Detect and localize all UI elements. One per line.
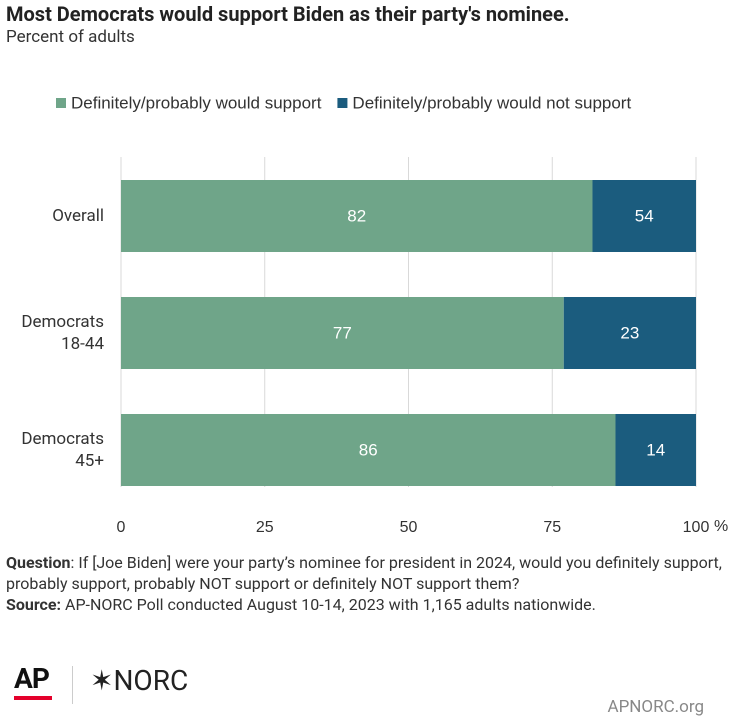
value-label: 82 <box>347 206 366 225</box>
value-label: 54 <box>635 206 654 225</box>
value-label: 77 <box>333 323 352 342</box>
legend-swatch <box>337 98 348 108</box>
bar-segment <box>592 180 696 252</box>
bar-segment <box>121 414 616 486</box>
value-label: 23 <box>620 323 639 342</box>
x-tick-label: 25 <box>256 519 274 536</box>
legend-label: Definitely/probably would not support <box>352 93 631 112</box>
x-tick-label: 0 <box>117 519 126 536</box>
bar-segment <box>563 297 696 369</box>
question: Question: If [Joe Biden] were your party… <box>6 552 726 594</box>
source-label: Source: <box>6 595 62 614</box>
value-label: 14 <box>646 440 665 459</box>
chart: Definitely/probably would support Definit… <box>56 93 728 536</box>
category-label: Democrats 18-44 <box>21 312 104 354</box>
separator <box>72 666 73 704</box>
x-unit: % <box>714 518 728 535</box>
chart-title: Most Democrats would support Biden as th… <box>6 2 570 26</box>
source: Source: AP-NORC Poll conducted August 10… <box>6 594 726 615</box>
legend-swatch <box>56 98 66 108</box>
chart-subtitle: Percent of adults <box>6 27 135 47</box>
x-tick-label: 75 <box>543 519 561 536</box>
bar-segment <box>121 180 593 252</box>
category-label: Democrats 45+ <box>21 429 104 471</box>
bar-segment <box>615 414 696 486</box>
source-text: AP-NORC Poll conducted August 10-14, 202… <box>61 595 596 614</box>
question-label: Question <box>6 553 71 572</box>
site-link: APNORC.org <box>607 697 704 717</box>
category-label: Overall <box>52 206 104 226</box>
x-tick-label: 100 <box>683 519 710 536</box>
question-text: : If [Joe Biden] were your party’s nomin… <box>6 553 722 593</box>
logo-norc: ✶NORC <box>90 664 189 697</box>
legend-label: Definitely/probably would support <box>71 93 322 112</box>
bars <box>121 180 696 486</box>
notes: Question: If [Joe Biden] were your party… <box>6 552 726 615</box>
value-label: 86 <box>359 440 378 459</box>
x-tick-label: 50 <box>400 519 418 536</box>
logo-ap: AP <box>14 662 52 700</box>
bar-segment <box>121 297 564 369</box>
